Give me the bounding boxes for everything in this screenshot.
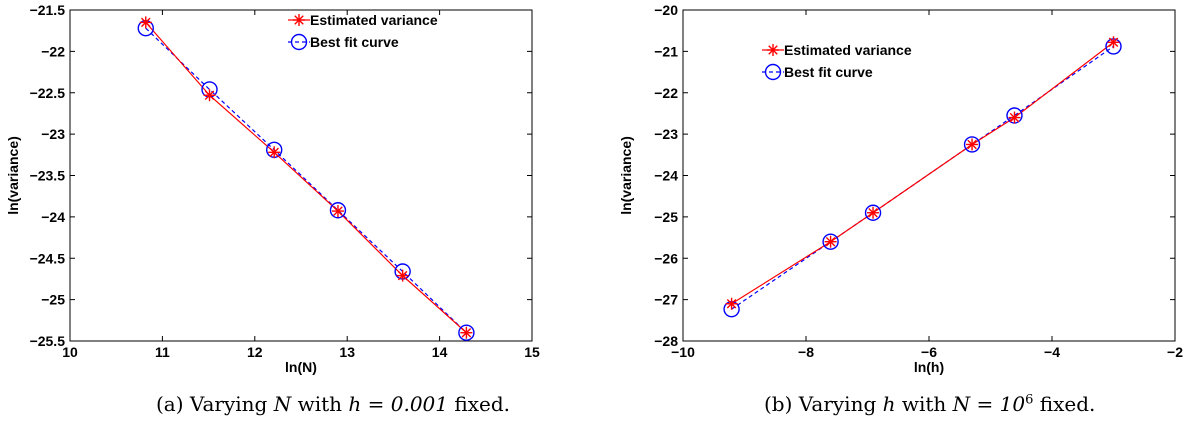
chart-a-ytick-label: −24.5 [30,250,66,266]
chart-b-ytick-label: −25 [654,209,678,225]
chart-a-ytick-label: −25.5 [30,333,66,349]
chart-b-ytick-label: −20 [654,2,678,18]
caption-b-sup: 6 [1025,392,1034,408]
chart-a-xtick-label: 14 [432,344,448,360]
chart-a-point-bestfit [329,202,347,219]
caption-a: (a) Varying N with h = 0.001 fixed. [156,392,510,416]
chart-b-ytick-label: −24 [654,168,678,184]
chart-b-xtick-label: −10 [671,344,695,360]
chart-b-ytick-label: −21 [654,43,678,59]
chart-b-point-bestfit [822,233,839,250]
chart-b: −10 −8 −6 −4 −2 −20 −21 −22 −23 −24 −25 −26 −27 −28 ln… [618,2,1183,375]
chart-a-point-estimated [331,205,344,218]
caption-a-end: fixed. [454,392,510,416]
chart-b-xtick-label: −8 [798,344,814,360]
chart-a-point-estimated [203,89,216,102]
chart-a-ytick-label: −23.5 [30,168,66,184]
caption-b-var: h [882,392,896,416]
chart-b-ylabel: ln(variance) [618,136,634,215]
chart-b-point-bestfit [963,136,981,153]
chart-b-legend: Estimated variance Best fit curve [762,42,912,81]
chart-b-series-estimated-line [731,41,1114,305]
chart-a: 10 11 12 13 14 15 −21.5 −22 −22.5 −23 −23.5 −24 −24.… [5,2,540,375]
chart-a-xtick-label: 10 [62,344,78,360]
chart-a-series-bestfit-line [145,27,467,334]
chart-a-legend-marker-circle [290,33,308,51]
chart-b-ytick-label: −26 [654,250,678,266]
chart-a-point-estimated [268,146,281,159]
chart-a-legend-label: Best fit curve [310,34,399,50]
chart-b-point-estimated [1008,111,1021,124]
chart-b-xtick-label: −6 [921,344,937,360]
chart-b-xtick-label: −4 [1044,344,1060,360]
chart-b-legend-marker-circle [764,63,782,81]
chart-b-point-estimated [824,235,837,248]
chart-b-ytick-label: −27 [654,292,678,308]
caption-a-math: h = 0.001 [348,392,448,416]
chart-a-xtick-label: 11 [155,344,170,360]
chart-a-ytick-label: −21.5 [30,2,66,18]
caption-b-end: fixed. [1039,392,1096,416]
chart-a-point-estimated [460,326,473,339]
chart-a-point-estimated [396,269,409,282]
chart-a-ytick-label: −22 [41,43,65,59]
chart-b-point-estimated [1107,36,1120,49]
chart-a-legend-label: Estimated variance [310,12,438,28]
chart-b-ytick-label: −28 [654,333,678,349]
chart-b-xlabel: ln(h) [914,359,944,375]
chart-a-legend: Estimated variance Best fit curve [288,12,438,51]
chart-a-xtick-label: 15 [524,344,540,360]
chart-b-point-estimated [725,297,738,310]
chart-b-ytick-label: −22 [654,85,678,101]
chart-a-series-estimated-line [145,22,467,334]
chart-a-xtick-label: 13 [339,344,355,360]
caption-b-label: (b) [764,392,793,416]
chart-b-legend-label: Estimated variance [784,42,912,58]
chart-a-ytick-label: −24 [41,209,65,225]
caption-b: (b) Varying h with N = 106 fixed. [764,392,1095,416]
caption-a-label: (a) [156,392,184,416]
caption-a-mid: with [297,392,343,416]
caption-a-var: N [273,392,292,416]
chart-b-ytick-label: −23 [654,126,678,142]
chart-a-point-bestfit [458,324,475,341]
chart-b-xtick-label: −2 [1167,344,1183,360]
chart-a-ytick-label: −25 [41,292,65,308]
caption-a-text: Varying [189,392,268,416]
chart-a-xlabel: ln(N) [285,359,317,375]
chart-a-ytick-label: −23 [41,126,65,142]
chart-a-ytick-label: −22.5 [30,85,66,101]
chart-a-ylabel: ln(variance) [5,136,21,215]
chart-b-point-estimated [966,138,979,151]
chart-b-legend-marker-star [767,44,779,56]
caption-b-text: Varying [798,392,877,416]
chart-b-point-bestfit [864,204,882,221]
caption-b-mid: with [901,392,947,416]
chart-b-point-estimated [867,206,880,219]
figure-canvas: 10 11 12 13 14 15 −21.5 −22 −22.5 −23 −23.5 −24 −24.… [5,2,1183,375]
chart-a-legend-marker-star [293,14,305,26]
chart-b-legend-label: Best fit curve [784,64,873,80]
chart-a-point-estimated [139,16,152,29]
caption-b-math: N = 10 [952,392,1026,416]
chart-a-xtick-label: 12 [247,344,263,360]
